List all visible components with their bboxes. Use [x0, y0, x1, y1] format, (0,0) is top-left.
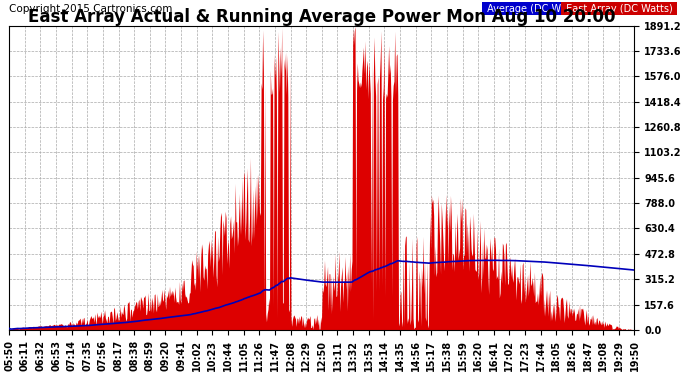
Text: East Array (DC Watts): East Array (DC Watts): [562, 3, 676, 13]
Title: East Array Actual & Running Average Power Mon Aug 10 20:00: East Array Actual & Running Average Powe…: [28, 8, 615, 26]
Text: Average (DC Watts): Average (DC Watts): [484, 3, 586, 13]
Text: Copyright 2015 Cartronics.com: Copyright 2015 Cartronics.com: [9, 3, 172, 13]
